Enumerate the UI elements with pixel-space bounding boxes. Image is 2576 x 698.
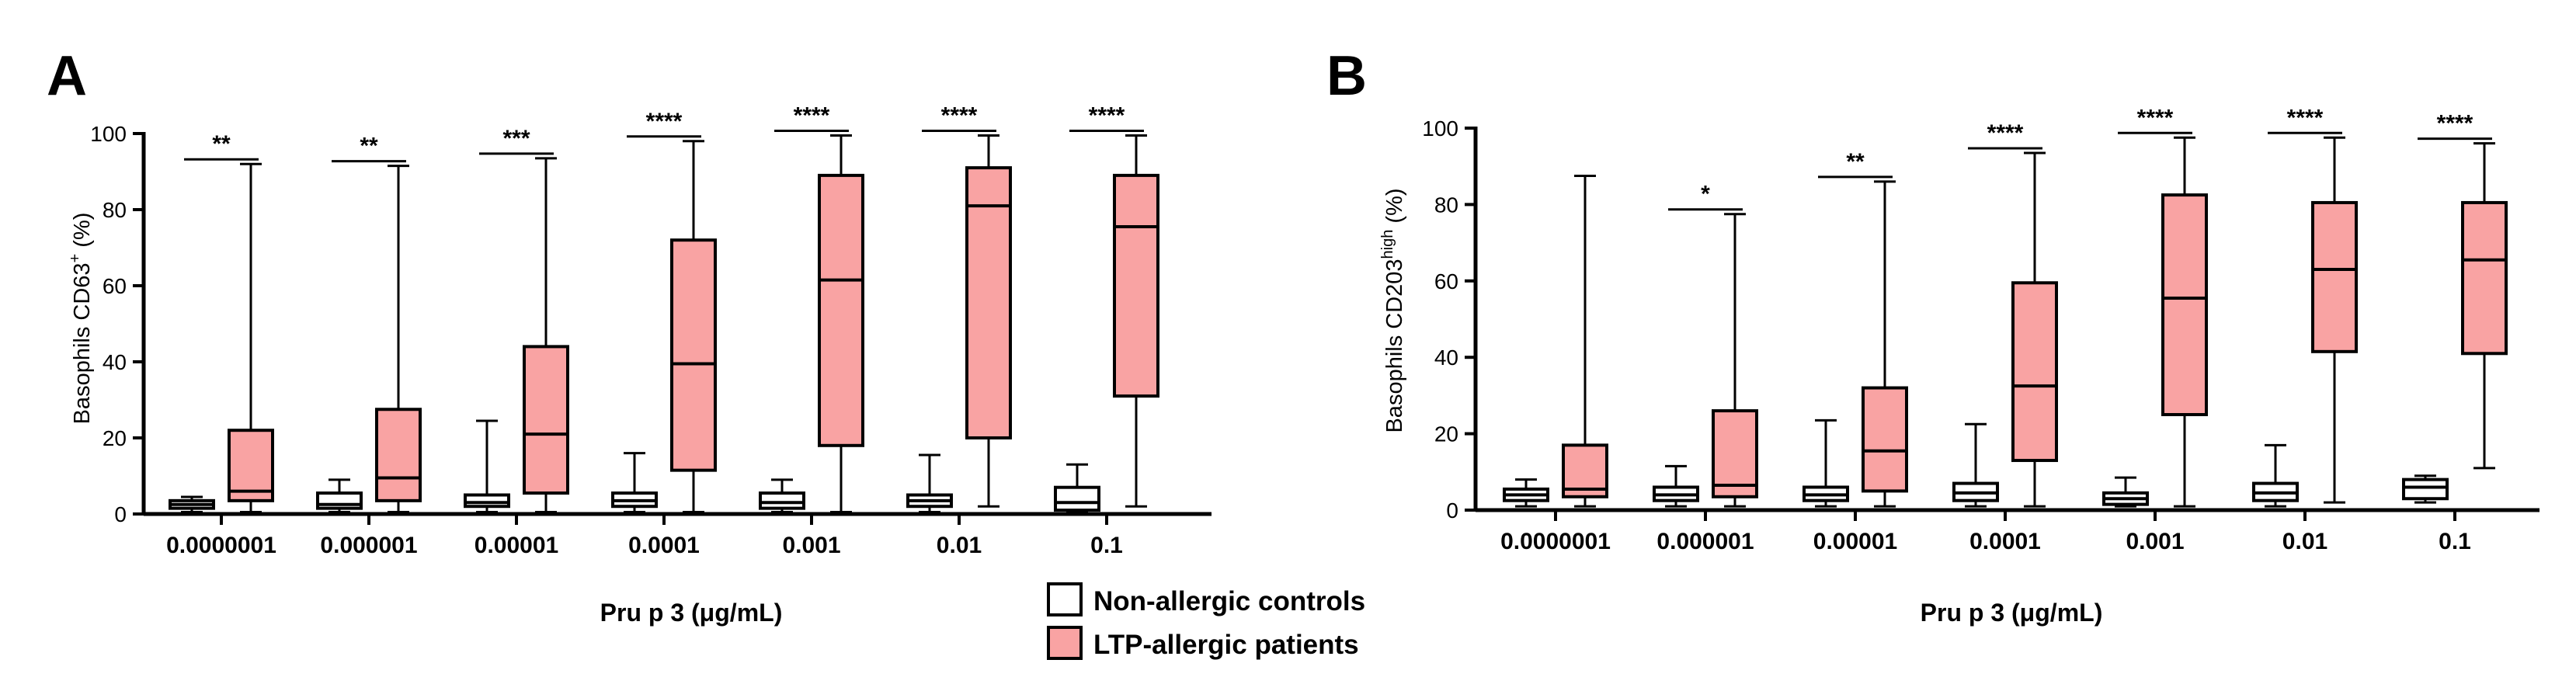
panel-a-significance-label: **	[360, 134, 378, 159]
panel-b-x-tick-label: 0.1	[2439, 529, 2471, 554]
panel-a-patient-box	[965, 166, 1012, 439]
panel-b-letter: B	[1326, 45, 1367, 107]
panel-a-x-tick-label: 0.001	[782, 533, 840, 558]
panel-a: A Basophils CD63+ (%) 0 20 40 60 80 100 0.0000…	[47, 45, 1212, 627]
panel-a-patient-box	[670, 238, 717, 472]
panel-a-y-tick-label: 60	[103, 274, 127, 298]
panel-b-significance-label: **	[1846, 149, 1865, 175]
panel-a-x-tick-label: 0.1	[1090, 533, 1123, 558]
panel-a-patient-box	[228, 429, 274, 502]
panel-a-x-tick-label: 0.000001	[320, 533, 417, 558]
panel-a-patient-box	[523, 345, 569, 495]
panel-b-x-tick-label: 0.0000001	[1500, 529, 1611, 554]
panel-a-y-tick-label: 20	[103, 426, 127, 450]
panel-a-plot: 0 20 40 60 80 100 0.0000001 ** 0.000001 ** 0.00001…	[90, 102, 1212, 558]
panel-b-y-tick-label: 20	[1434, 422, 1458, 446]
legend-label-patients: LTP-allergic patients	[1093, 630, 1359, 660]
panel-a-y-tick-label: 40	[103, 350, 127, 374]
panel-a-significance-label: **	[212, 131, 231, 157]
panel-b-x-axis-title: Pru p 3 (μg/mL)	[1921, 599, 2103, 627]
panel-a-patient-box	[375, 408, 422, 502]
panel-b-plot: 0 20 40 60 80 100 0.0000001 0.000001 * 0.00001 ** 0…	[1422, 105, 2539, 554]
panel-a-letter: A	[47, 45, 87, 107]
panel-a-control-box	[1054, 485, 1100, 512]
panel-b-x-tick-label: 0.000001	[1656, 529, 1754, 554]
panel-a-patient-box	[818, 173, 864, 447]
panel-a-control-box	[759, 491, 805, 510]
panel-a-significance-label: ****	[794, 102, 830, 128]
panel-a-y-tick-label: 80	[103, 198, 127, 222]
panel-b-patient-box	[2161, 193, 2208, 416]
panel-b-y-tick-label: 0	[1446, 498, 1458, 523]
panel-b-significance-label: ****	[2437, 111, 2473, 137]
panel-a-significance-label: ****	[1089, 102, 1125, 128]
panel-a-x-tick-label: 0.0000001	[166, 533, 276, 558]
panel-b-significance-label: ****	[2137, 105, 2174, 130]
legend-swatch-controls	[1047, 582, 1083, 616]
panel-b-patient-box	[2311, 200, 2358, 353]
panel-b: B Basophils CD203high (%) 0 20 40 60 80 100 0.…	[1326, 45, 2539, 627]
legend: Non-allergic controls LTP-allergic patie…	[1047, 582, 1365, 660]
panel-b-x-tick-label: 0.001	[2126, 529, 2184, 554]
panel-a-control-box	[464, 493, 510, 509]
panel-b-x-tick-label: 0.00001	[1813, 529, 1897, 554]
panel-b-x-tick-label: 0.0001	[1969, 529, 2041, 554]
panel-b-y-tick-label: 80	[1434, 193, 1458, 217]
panel-a-y-tick-label: 100	[90, 122, 127, 146]
panel-b-significance-label: *	[1701, 182, 1710, 207]
panel-a-significance-label: ****	[941, 102, 978, 128]
legend-swatch-patients	[1047, 626, 1083, 660]
panel-a-x-tick-label: 0.01	[937, 533, 982, 558]
panel-b-patient-box	[1712, 409, 1758, 498]
panel-a-x-tick-label: 0.0001	[628, 533, 700, 558]
panel-a-significance-label: ***	[502, 126, 530, 151]
panel-b-y-tick-label: 100	[1422, 116, 1458, 141]
panel-b-y-tick-label: 40	[1434, 346, 1458, 370]
panel-b-x-tick-label: 0.01	[2282, 529, 2327, 554]
panel-b-significance-label: ****	[1987, 120, 2024, 146]
panel-a-y-axis-label: Basophils CD63+ (%)	[67, 213, 95, 425]
panel-a-y-tick-label: 0	[114, 502, 127, 526]
panel-a-significance-label: ****	[646, 109, 683, 134]
panel-a-patient-box	[1113, 173, 1159, 398]
panel-a-x-axis-title: Pru p 3 (μg/mL)	[600, 599, 783, 627]
panel-b-significance-label: ****	[2287, 105, 2324, 130]
panel-b-control-box	[2402, 477, 2449, 501]
panel-b-patient-box	[1862, 386, 1908, 493]
panel-b-y-tick-label: 60	[1434, 269, 1458, 293]
panel-b-patient-box	[2461, 200, 2508, 356]
panel-b-y-axis-label: Basophils CD203high (%)	[1379, 188, 1407, 432]
panel-a-x-tick-label: 0.00001	[475, 533, 558, 558]
panel-b-patient-box	[2011, 281, 2058, 463]
legend-label-controls: Non-allergic controls	[1093, 586, 1365, 616]
